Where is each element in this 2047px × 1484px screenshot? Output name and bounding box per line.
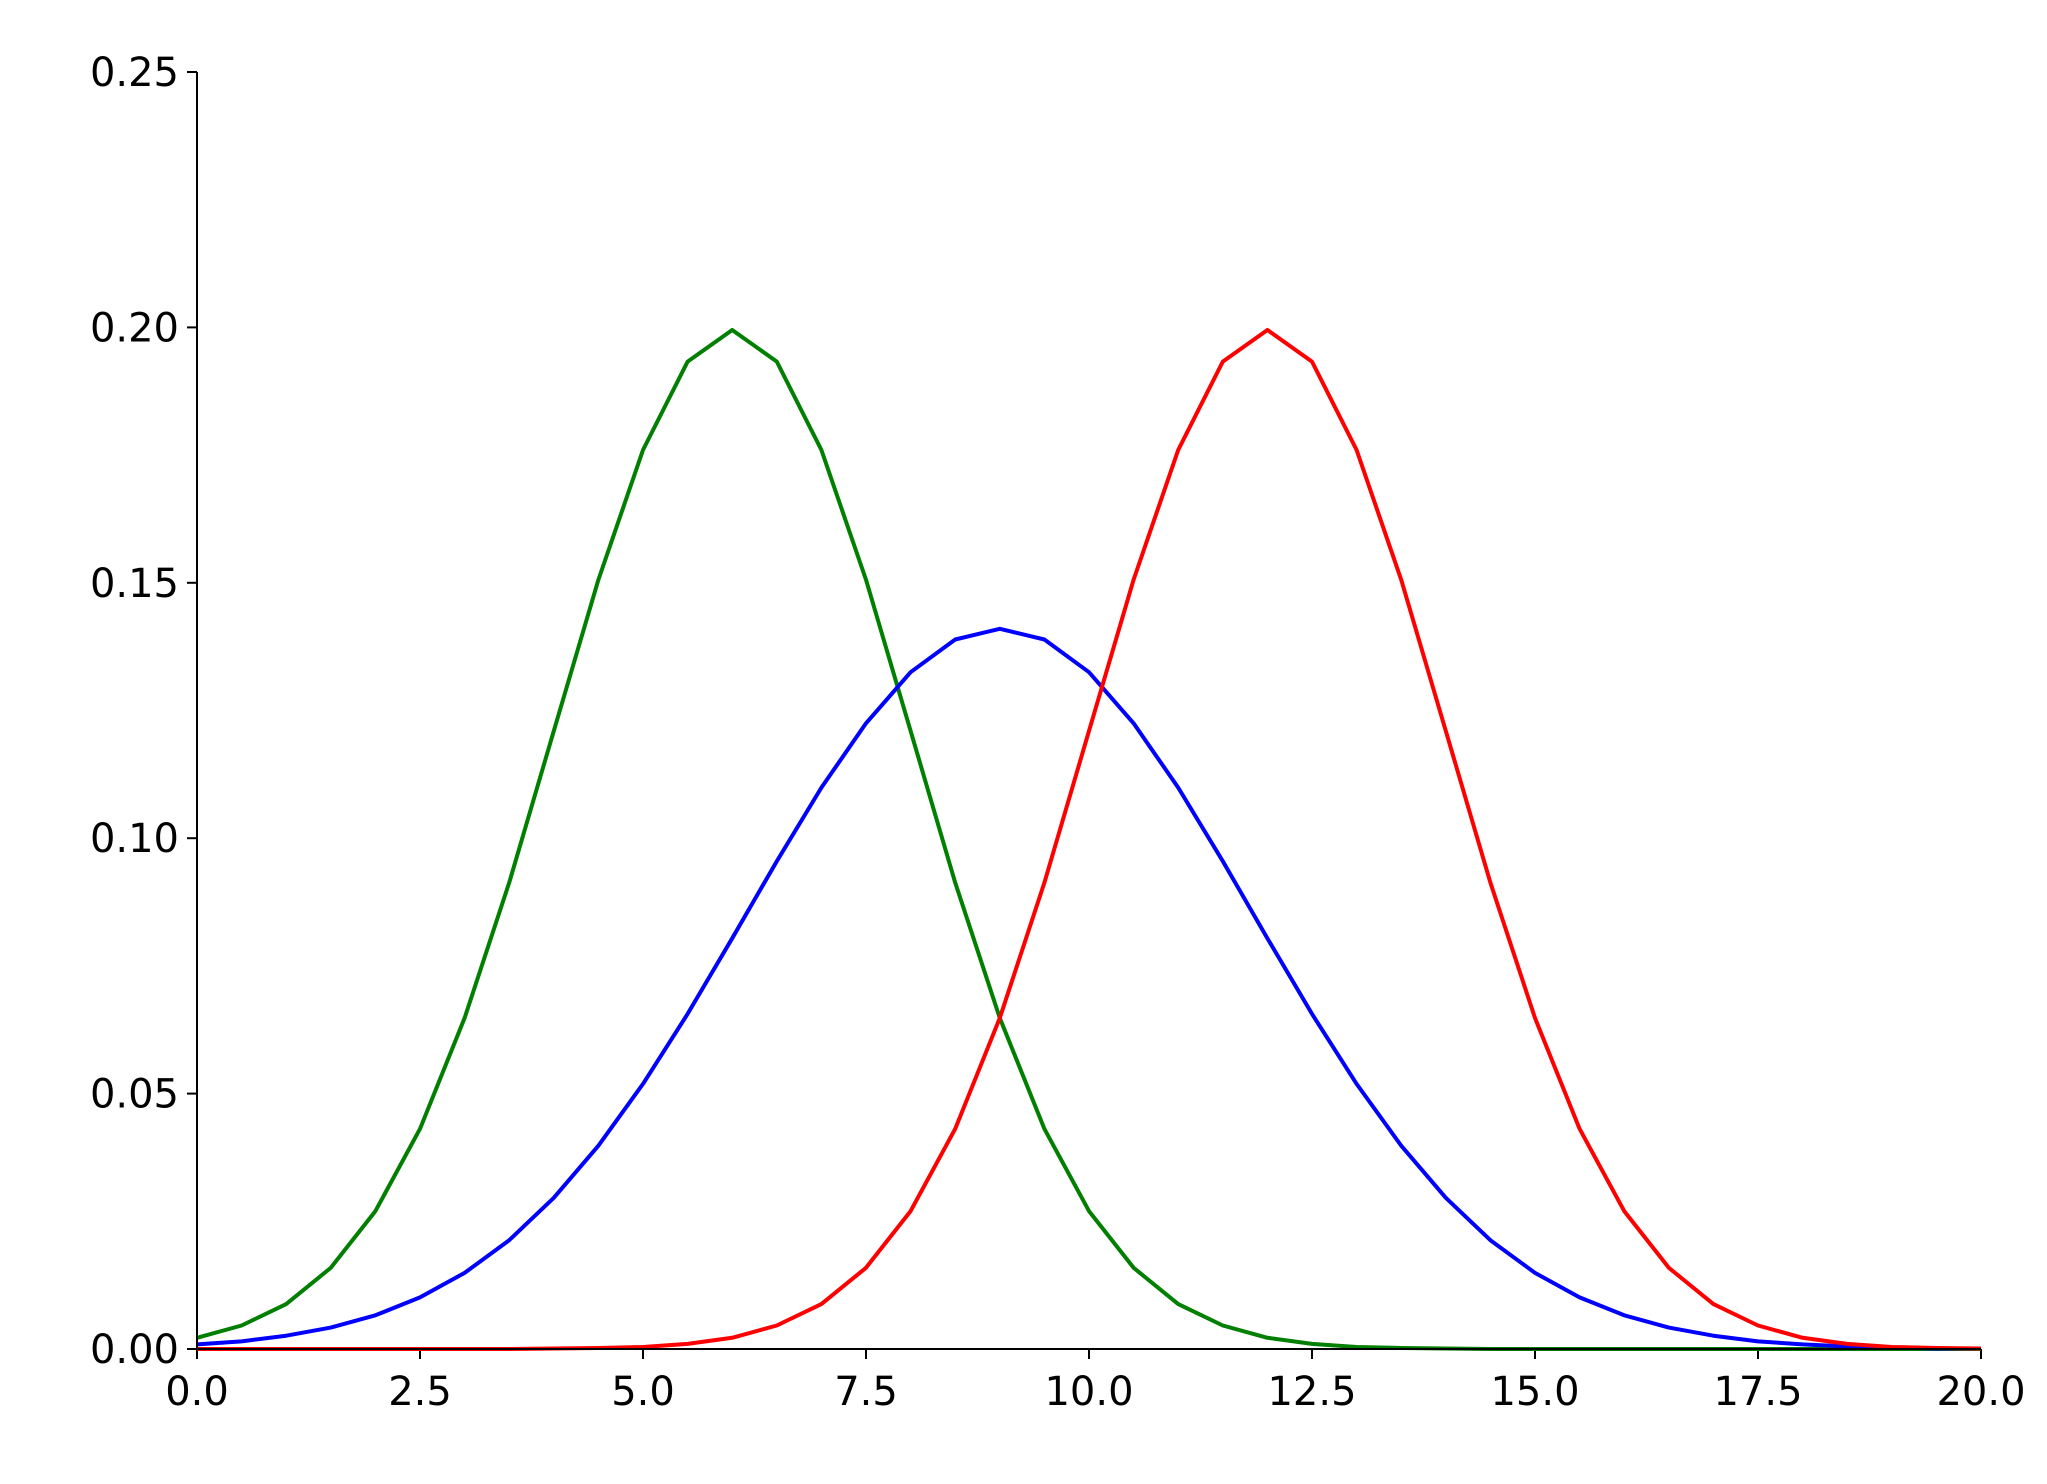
y-tick-label: 0.05: [90, 1072, 179, 1118]
x-tick-label: 5.0: [611, 1369, 675, 1415]
x-tick-label: 20.0: [1936, 1369, 2025, 1415]
y-tick-label: 0.10: [90, 816, 179, 862]
x-tick-label: 10.0: [1044, 1369, 1133, 1415]
x-tick-label: 7.5: [834, 1369, 898, 1415]
line-series: [197, 327, 1982, 1351]
line-series: [196, 626, 1981, 1351]
line-series: [196, 327, 1981, 1351]
y-tick-label: 0.25: [90, 50, 179, 96]
x-tick-label: 12.5: [1267, 1369, 1356, 1415]
y-tick-label: 0.15: [90, 561, 179, 607]
y-tick-label: 0.20: [90, 305, 179, 351]
x-tick-label: 0.0: [165, 1369, 229, 1415]
x-tick-label: 2.5: [388, 1369, 452, 1415]
y-tick-label: 0.00: [90, 1327, 179, 1373]
x-tick-label: 15.0: [1490, 1369, 1579, 1415]
x-tick-label: 17.5: [1713, 1369, 1802, 1415]
